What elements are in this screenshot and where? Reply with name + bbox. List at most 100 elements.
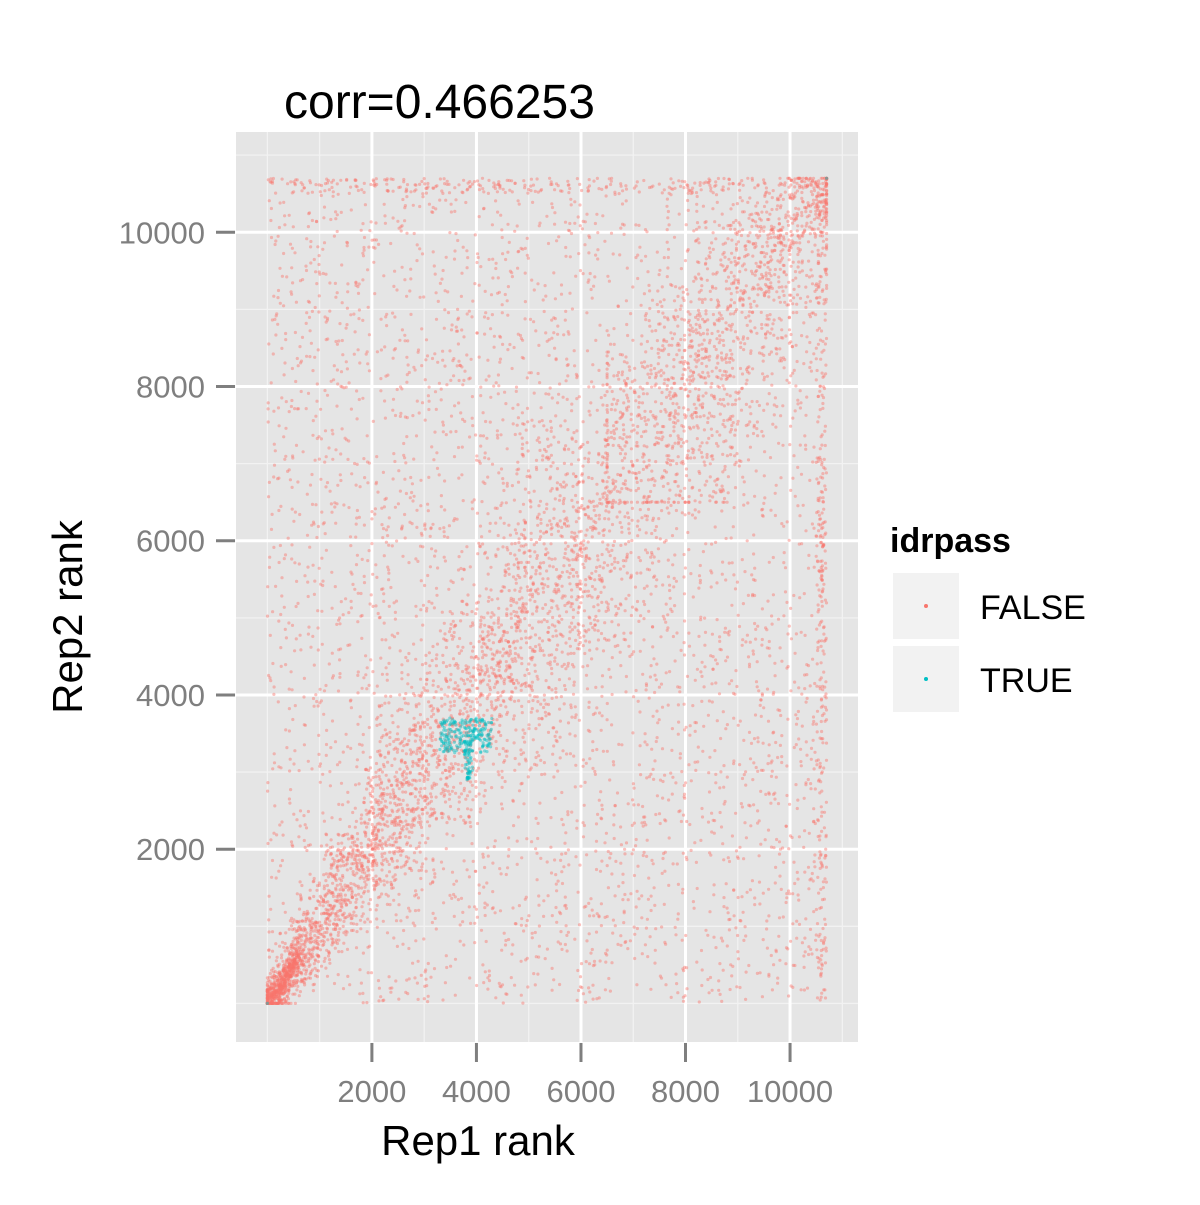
point-false	[483, 333, 486, 336]
point-false	[357, 348, 360, 351]
point-false	[653, 555, 656, 558]
point-false	[415, 526, 418, 529]
point-false	[579, 975, 582, 978]
point-false	[431, 857, 434, 860]
point-false	[389, 814, 392, 817]
point-false	[794, 652, 797, 655]
point-false	[549, 846, 552, 849]
point-false	[609, 990, 612, 993]
point-false	[449, 627, 452, 630]
point-false	[551, 967, 554, 970]
point-false	[734, 486, 737, 489]
point-false	[284, 338, 287, 341]
point-false	[716, 662, 719, 665]
point-false	[539, 759, 542, 762]
point-false	[379, 657, 382, 660]
point-false	[778, 359, 781, 362]
point-false	[665, 603, 668, 606]
point-false	[523, 551, 526, 554]
point-false	[308, 896, 311, 899]
point-false	[665, 539, 668, 542]
point-false	[302, 814, 305, 817]
point-false	[428, 664, 431, 667]
point-false	[666, 266, 669, 269]
point-false	[283, 458, 286, 461]
point-false	[597, 609, 600, 612]
point-false	[469, 680, 472, 683]
point-false	[539, 535, 542, 538]
point-false	[289, 243, 292, 246]
point-false	[696, 760, 699, 763]
point-false	[512, 600, 515, 603]
point-false	[646, 551, 649, 554]
point-false	[560, 853, 563, 856]
point-false	[380, 801, 383, 804]
point-false	[431, 659, 434, 662]
point-false	[549, 443, 552, 446]
point-false	[350, 573, 353, 576]
point-false	[795, 743, 798, 746]
point-false	[585, 939, 588, 942]
point-false	[520, 684, 523, 687]
point-false	[595, 931, 598, 934]
point-false	[807, 953, 810, 956]
point-false	[316, 626, 319, 629]
point-false	[671, 727, 674, 730]
point-false	[587, 628, 590, 631]
point-false	[317, 310, 320, 313]
point-false	[567, 524, 570, 527]
point-false	[718, 369, 721, 372]
point-false	[425, 759, 428, 762]
point-false	[392, 216, 395, 219]
point-false	[509, 649, 512, 652]
point-false	[291, 624, 294, 627]
point-false	[633, 957, 636, 960]
point-false	[662, 615, 665, 618]
point-false	[339, 883, 342, 886]
point-false	[571, 451, 574, 454]
point-false	[325, 338, 328, 341]
point-false	[519, 587, 522, 590]
point-false	[570, 232, 573, 235]
point-false	[546, 340, 549, 343]
point-false	[792, 454, 795, 457]
point-false	[475, 331, 478, 334]
point-false	[318, 765, 321, 768]
point-false	[741, 777, 744, 780]
point-false	[595, 431, 598, 434]
point-false	[696, 887, 699, 890]
point-false	[437, 685, 440, 688]
point-false	[620, 578, 623, 581]
point-false	[313, 664, 316, 667]
point-false	[570, 811, 573, 814]
point-false	[746, 201, 749, 204]
point-false	[575, 598, 578, 601]
point-false	[825, 759, 828, 762]
point-false	[320, 437, 323, 440]
point-false	[727, 491, 730, 494]
point-false	[583, 457, 586, 460]
point-false	[572, 684, 575, 687]
point-false	[558, 911, 561, 914]
point-false	[346, 282, 349, 285]
point-false	[555, 358, 558, 361]
point-false	[319, 781, 322, 784]
point-false	[543, 448, 546, 451]
point-false	[752, 552, 755, 555]
point-false	[696, 221, 699, 224]
point-false	[584, 513, 587, 516]
point-false	[355, 389, 358, 392]
point-false	[336, 213, 339, 216]
point-false	[554, 763, 557, 766]
point-false	[813, 860, 816, 863]
point-false	[299, 648, 302, 651]
point-false	[463, 859, 466, 862]
point-false	[625, 199, 628, 202]
point-false	[637, 487, 640, 490]
point-false	[272, 295, 275, 298]
point-false	[785, 896, 788, 899]
point-false	[514, 757, 517, 760]
point-false	[611, 357, 614, 360]
point-false	[408, 909, 411, 912]
